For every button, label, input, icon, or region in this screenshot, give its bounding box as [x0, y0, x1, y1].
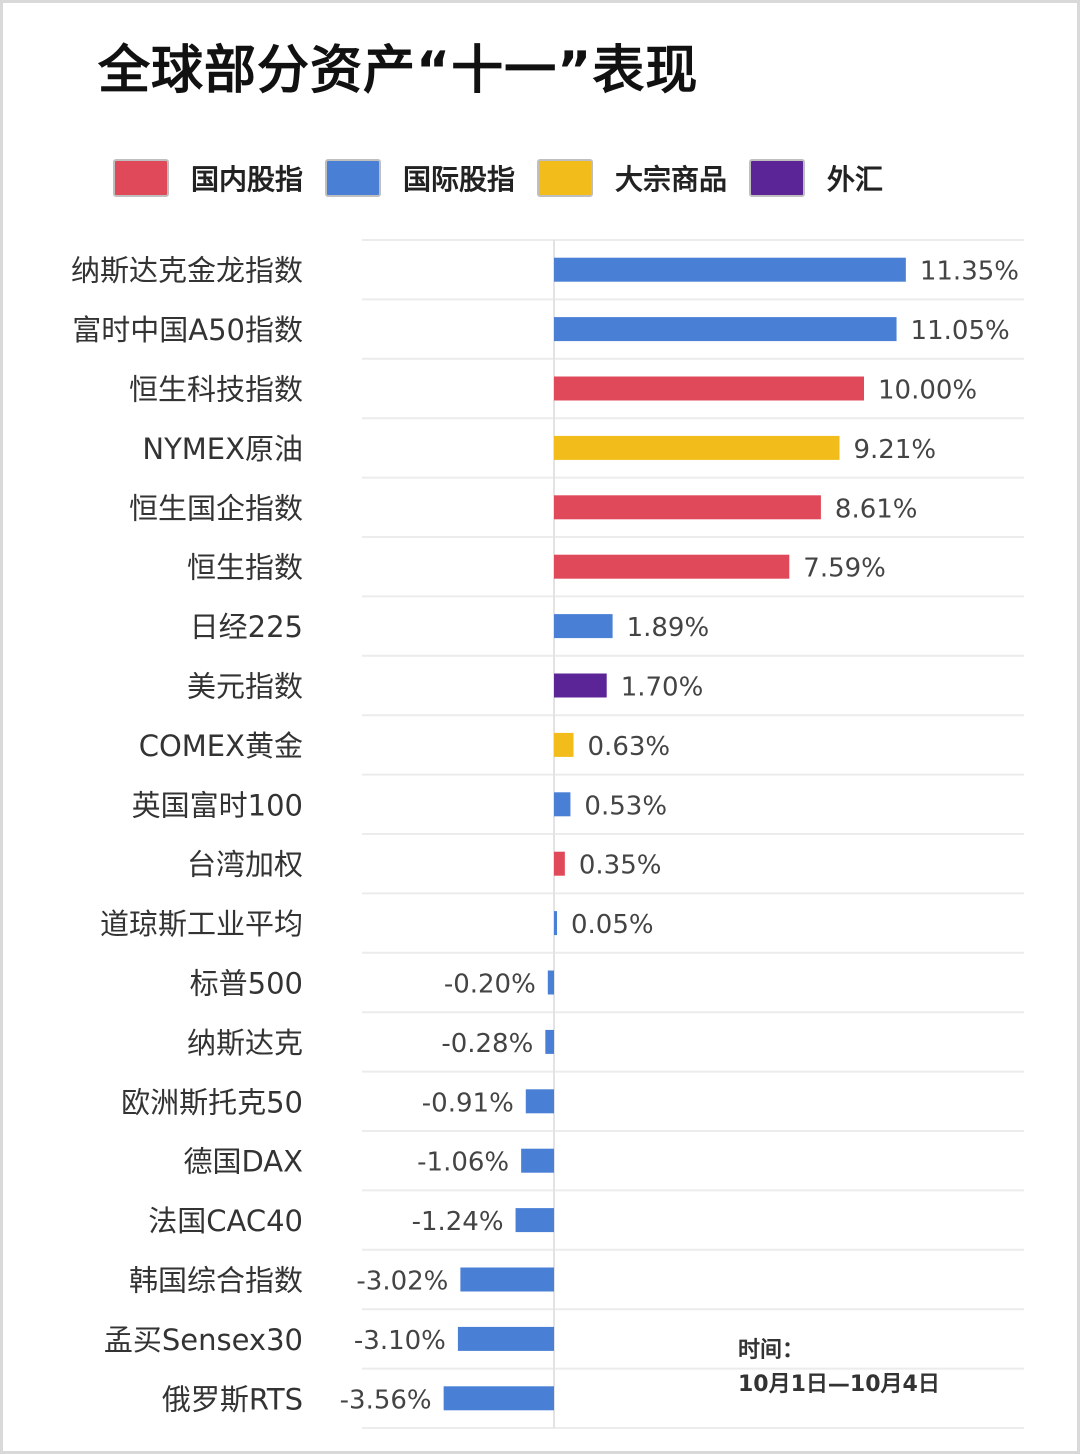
legend-item-domestic: 国内股指	[113, 158, 303, 198]
bar	[554, 673, 607, 698]
chart-title: 全球部分资产“十一”表现	[98, 41, 699, 101]
bar	[443, 1386, 554, 1411]
bar	[554, 376, 864, 401]
bar	[554, 792, 571, 817]
time-note-range: 10月1日—10月4日	[738, 1372, 940, 1397]
category-label: 美元指数	[187, 670, 303, 704]
value-label: 9.21%	[854, 435, 937, 465]
value-label: 8.61%	[835, 494, 918, 524]
value-label: -3.02%	[356, 1267, 448, 1297]
legend-item-fx: 外汇	[749, 158, 883, 198]
bar	[554, 732, 574, 757]
legend-item-commodity: 大宗商品	[537, 158, 727, 198]
category-label: 英国富时100	[132, 788, 303, 822]
legend-swatch-fx	[749, 159, 806, 197]
category-label: 俄罗斯RTS	[162, 1382, 303, 1416]
value-label: 1.70%	[621, 673, 704, 703]
bar	[554, 911, 557, 936]
value-label: -0.20%	[444, 970, 536, 1000]
category-label: 富时中国A50指数	[72, 313, 303, 347]
value-label: -0.28%	[441, 1029, 533, 1059]
bar	[457, 1326, 554, 1351]
value-label: 11.35%	[920, 257, 1019, 287]
bar	[554, 554, 790, 579]
category-label: 韩国综合指数	[129, 1264, 303, 1298]
category-label: 恒生科技指数	[129, 373, 303, 407]
category-label: 台湾加权	[187, 848, 303, 882]
legend-swatch-domestic	[113, 159, 169, 197]
bar	[525, 1089, 554, 1114]
bar	[460, 1267, 554, 1292]
value-label: 11.05%	[911, 316, 1010, 346]
category-label: 标普500	[190, 967, 303, 1001]
bar	[547, 970, 554, 995]
category-label: COMEX黄金	[139, 729, 303, 763]
bar	[554, 317, 897, 342]
category-label: 法国CAC40	[148, 1204, 303, 1238]
bar	[554, 435, 840, 460]
category-label: 德国DAX	[183, 1145, 303, 1179]
bar	[515, 1208, 554, 1233]
bar	[554, 851, 565, 876]
legend-label-international: 国际股指	[403, 163, 516, 196]
legend-swatch-international	[325, 159, 382, 197]
legend-label-fx: 外汇	[827, 163, 884, 196]
value-label: 10.00%	[878, 376, 977, 406]
value-label: 1.89%	[627, 613, 710, 643]
legend-swatch-commodity	[537, 159, 594, 197]
category-label: 纳斯达克金龙指数	[71, 254, 303, 288]
category-label: 孟买Sensex30	[104, 1323, 303, 1357]
category-label: 道琼斯工业平均	[100, 907, 303, 941]
value-label: 0.35%	[579, 851, 662, 881]
value-label: 7.59%	[803, 554, 886, 584]
value-label: 0.05%	[571, 910, 654, 940]
bar	[554, 614, 613, 639]
category-label: 纳斯达克	[187, 1026, 303, 1060]
category-label: 日经225	[190, 610, 303, 644]
category-label: NYMEX原油	[142, 432, 303, 466]
value-label: 0.53%	[584, 791, 667, 821]
category-label: 恒生国企指数	[129, 491, 303, 525]
bar	[554, 495, 821, 520]
bar	[521, 1148, 554, 1173]
category-label: 恒生指数	[187, 551, 303, 585]
legend: 国内股指 国际股指 大宗商品 外汇	[113, 156, 905, 200]
value-label: -3.10%	[354, 1326, 446, 1356]
value-label: -1.06%	[417, 1148, 509, 1178]
time-note-label: 时间：	[738, 1338, 805, 1363]
time-note: 时间： 10月1日—10月4日	[738, 1334, 940, 1402]
value-label: -3.56%	[340, 1385, 432, 1415]
value-label: -1.24%	[412, 1207, 504, 1237]
legend-label-commodity: 大宗商品	[615, 163, 728, 196]
legend-label-domestic: 国内股指	[191, 163, 304, 196]
legend-item-international: 国际股指	[325, 158, 515, 198]
bar	[545, 1029, 554, 1054]
value-label: 0.63%	[588, 732, 671, 762]
category-label: 欧洲斯托克50	[121, 1085, 303, 1119]
value-label: -0.91%	[422, 1088, 514, 1118]
bar	[554, 257, 906, 282]
